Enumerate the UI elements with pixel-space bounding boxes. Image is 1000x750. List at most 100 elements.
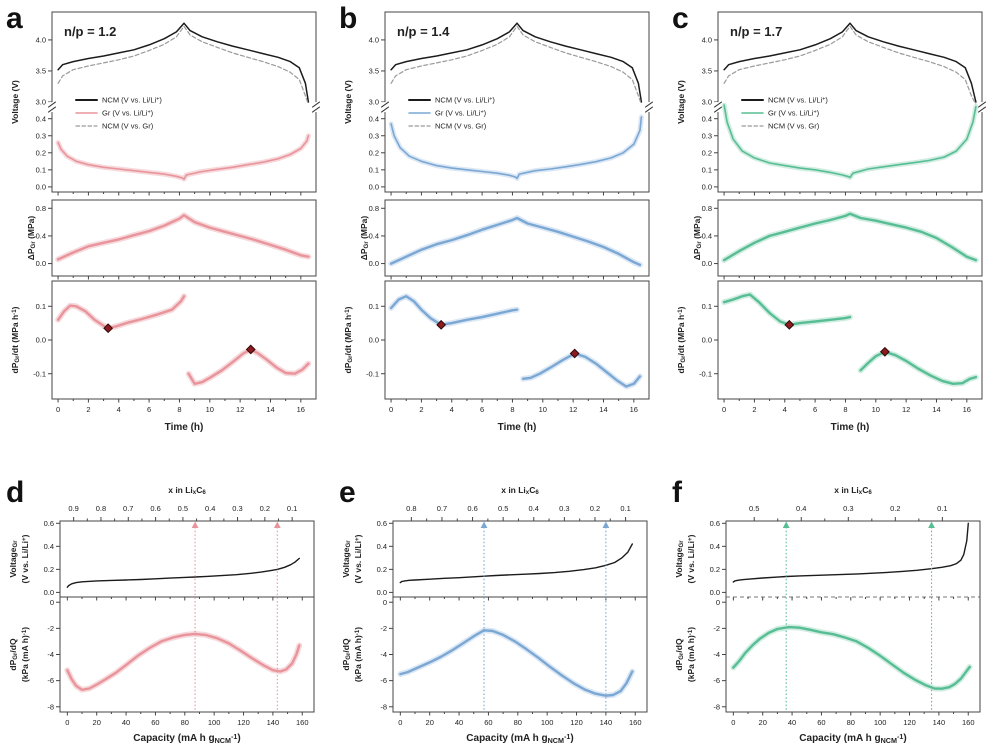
svg-text:0.8: 0.8 [369, 204, 379, 213]
voltage-capacity-subplot: 0.6 0.4 0.2 0.0 VoltageGr (V vs. Li/Li+) [8, 519, 315, 601]
svg-text:40: 40 [122, 718, 130, 727]
svg-text:0.1: 0.1 [36, 165, 46, 174]
curve-gr-vs-li [723, 104, 977, 179]
svg-text:0.2: 0.2 [260, 504, 270, 513]
svg-text:160: 160 [629, 718, 642, 727]
svg-text:6: 6 [147, 405, 151, 414]
svg-text:120: 120 [237, 718, 250, 727]
reference-vlines [480, 521, 610, 711]
np-ratio-title: n/p = 1.7 [730, 24, 782, 39]
legend-label: NCM (V vs. Gr) [102, 122, 154, 131]
svg-text:-4: -4 [713, 650, 720, 659]
svg-text:10: 10 [206, 405, 214, 414]
svg-text:0.0: 0.0 [369, 336, 379, 345]
svg-text:12: 12 [902, 405, 910, 414]
svg-text:14: 14 [599, 405, 607, 414]
y-axis-label: (kPa (mA h)-1) [686, 627, 696, 682]
svg-text:140: 140 [600, 718, 613, 727]
svg-text:100: 100 [541, 718, 554, 727]
x-axis-label: Capacity (mA h gNCM-1) [466, 732, 573, 745]
pressure-derivative-subplot: 0.1 0.0 -0.1 dPGr/dt (MPa h-1) 0 2 4 6 8 10 12 14 16 [343, 280, 650, 414]
curve-ncm-vs-li [390, 22, 643, 103]
svg-text:16: 16 [963, 405, 971, 414]
svg-text:0.5: 0.5 [749, 504, 759, 513]
svg-text:0.4: 0.4 [369, 232, 379, 241]
x-axis-label: Capacity (mA h gNCM-1) [799, 732, 906, 745]
svg-text:0.6: 0.6 [377, 519, 387, 528]
svg-text:0.0: 0.0 [36, 336, 46, 345]
svg-text:0.0: 0.0 [36, 182, 46, 191]
peak-marker [784, 319, 795, 330]
svg-text:0: 0 [56, 405, 60, 414]
curve-gr-voltage [399, 543, 633, 584]
svg-text:100: 100 [208, 718, 221, 727]
svg-text:12: 12 [569, 405, 577, 414]
panel-e: e x in LixC6 0.8 0.7 0.6 0.5 0.4 0.3 0.2 0.1 0.6 0… [333, 460, 667, 750]
axes: x in LixC6 0.9 0.8 0.7 0.6 0.5 0.4 0.3 0.2 0.1 [68, 485, 297, 521]
svg-text:0.1: 0.1 [702, 165, 712, 174]
svg-text:0.3: 0.3 [843, 504, 853, 513]
svg-text:0: 0 [716, 598, 720, 607]
svg-text:0.0: 0.0 [702, 182, 712, 191]
svg-text:3.0: 3.0 [702, 98, 712, 107]
svg-text:60: 60 [817, 718, 825, 727]
curve-dpdq [66, 632, 301, 691]
curve-gr-voltage [66, 557, 300, 588]
x-axis-label: Time (h) [831, 422, 870, 433]
svg-text:0.7: 0.7 [437, 504, 447, 513]
panel-d: d x in LixC6 0.9 0.8 0.7 0.6 0.5 0.4 0.3 0.2 0.1 0… [0, 460, 334, 750]
panel-a: a n/p = 1.2 4.0 3.5 3.0 0.4 0.3 0.2 0.1 0.0 Volta… [0, 0, 334, 445]
y-axis-label: (kPa (mA h)-1) [20, 627, 30, 682]
svg-text:120: 120 [903, 718, 916, 727]
svg-text:0.8: 0.8 [96, 504, 106, 513]
svg-text:0.2: 0.2 [369, 148, 379, 157]
svg-text:3.0: 3.0 [36, 98, 46, 107]
svg-text:-0.1: -0.1 [366, 369, 379, 378]
svg-text:3.5: 3.5 [702, 67, 712, 76]
y-axis-label: dPGr/dt (MPa h-1) [10, 306, 21, 373]
panel-label-b: b [339, 2, 358, 35]
svg-text:10: 10 [539, 405, 547, 414]
vline-arrow-icon [273, 521, 281, 528]
panel-d-chart: x in LixC6 0.9 0.8 0.7 0.6 0.5 0.4 0.3 0.2 0.1 0.6… [8, 485, 315, 745]
top-axis-label: x in LixC6 [168, 485, 206, 496]
svg-text:14: 14 [266, 405, 274, 414]
svg-text:8: 8 [510, 405, 514, 414]
panel-b-chart: n/p = 1.4 4.0 3.5 3.0 0.4 0.3 0.2 0.1 0.0 Voltage… [343, 11, 653, 433]
curve-gr-vs-li [57, 134, 310, 180]
svg-text:0.1: 0.1 [369, 165, 379, 174]
svg-text:60: 60 [484, 718, 492, 727]
panel-f-chart: x in LixC6 0.5 0.4 0.3 0.2 0.1 0.6 0.4 0.2 0.0 Vol… [674, 485, 981, 745]
svg-text:0.6: 0.6 [467, 504, 477, 513]
svg-text:4.0: 4.0 [36, 36, 46, 45]
y-axis-label: dPGr/dQ [674, 638, 685, 671]
panel-a-chart: n/p = 1.2 4.0 3.5 3.0 0.4 0.3 0.2 0.1 0.0 Voltage… [10, 11, 320, 433]
svg-text:120: 120 [570, 718, 583, 727]
y-axis-label: dPGr/dQ [8, 638, 19, 671]
svg-text:0.3: 0.3 [559, 504, 569, 513]
svg-text:60: 60 [151, 718, 159, 727]
curve-delta-p-gr [56, 214, 310, 261]
y-axis-label: dPGr/dt (MPa h-1) [676, 306, 687, 373]
peak-marker [436, 319, 447, 330]
legend: NCM (V vs. Li/Li+) Gr (V vs. Li/Li+) NCM (… [75, 96, 162, 131]
svg-text:160: 160 [296, 718, 309, 727]
vline-arrow-icon [191, 521, 199, 528]
svg-text:10: 10 [872, 405, 880, 414]
y-axis-label: ΔPGr (MPa) [359, 216, 370, 261]
peak-marker [103, 323, 114, 334]
curve-dpdq [399, 629, 634, 697]
curve-delta-p-gr [722, 212, 978, 262]
svg-text:-4: -4 [47, 650, 54, 659]
vline-arrow-icon [602, 521, 610, 528]
legend-label: Gr (V vs. Li/Li+) [102, 109, 154, 118]
svg-text:0.4: 0.4 [702, 114, 712, 123]
svg-text:8: 8 [177, 405, 181, 414]
svg-text:0.3: 0.3 [702, 131, 712, 140]
svg-text:0: 0 [722, 405, 726, 414]
svg-text:0: 0 [389, 405, 393, 414]
svg-text:-6: -6 [380, 676, 387, 685]
axes: x in LixC6 0.5 0.4 0.3 0.2 0.1 [749, 485, 948, 521]
svg-text:0.4: 0.4 [702, 232, 712, 241]
curve-gr-vs-li [390, 116, 643, 180]
